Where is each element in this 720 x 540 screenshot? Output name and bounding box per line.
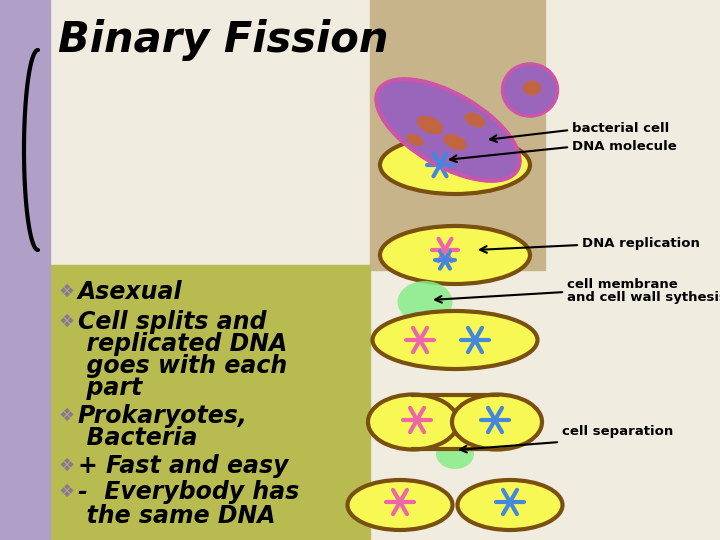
Ellipse shape xyxy=(407,134,423,146)
Text: Binary Fission: Binary Fission xyxy=(58,19,389,61)
Ellipse shape xyxy=(380,226,530,284)
Ellipse shape xyxy=(372,311,538,369)
Ellipse shape xyxy=(377,79,520,181)
Text: cell membrane: cell membrane xyxy=(567,278,678,291)
Bar xyxy=(0,0,50,540)
Text: bacterial cell: bacterial cell xyxy=(572,123,670,136)
Text: Cell splits and: Cell splits and xyxy=(78,310,266,334)
Circle shape xyxy=(443,258,448,262)
Circle shape xyxy=(413,416,420,423)
Circle shape xyxy=(472,336,479,343)
Circle shape xyxy=(397,498,403,505)
Ellipse shape xyxy=(348,480,452,530)
Ellipse shape xyxy=(417,116,443,134)
Ellipse shape xyxy=(452,395,542,449)
Text: the same DNA: the same DNA xyxy=(70,504,276,528)
Circle shape xyxy=(492,416,498,423)
Ellipse shape xyxy=(368,395,458,449)
Text: -  Everybody has: - Everybody has xyxy=(78,480,300,504)
Text: Asexual: Asexual xyxy=(78,280,183,304)
Ellipse shape xyxy=(457,480,562,530)
Text: Prokaryotes,: Prokaryotes, xyxy=(78,404,248,428)
Circle shape xyxy=(442,247,449,253)
Text: ❖: ❖ xyxy=(58,457,74,475)
Ellipse shape xyxy=(436,439,474,469)
Text: goes with each: goes with each xyxy=(70,354,287,378)
Circle shape xyxy=(416,336,423,343)
Text: ❖: ❖ xyxy=(58,407,74,425)
Circle shape xyxy=(437,162,444,168)
Ellipse shape xyxy=(444,134,467,150)
Ellipse shape xyxy=(380,136,530,194)
Text: and cell wall sythesis: and cell wall sythesis xyxy=(567,292,720,305)
Bar xyxy=(413,395,497,449)
Text: cell separation: cell separation xyxy=(562,424,673,437)
Text: DNA replication: DNA replication xyxy=(582,238,700,251)
Text: part: part xyxy=(70,376,143,400)
Ellipse shape xyxy=(464,112,485,127)
Text: ❖: ❖ xyxy=(58,313,74,331)
Text: replicated DNA: replicated DNA xyxy=(70,332,287,356)
Text: + Fast and easy: + Fast and easy xyxy=(78,454,289,478)
Text: DNA molecule: DNA molecule xyxy=(572,139,677,152)
Ellipse shape xyxy=(503,64,557,116)
Text: ❖: ❖ xyxy=(58,283,74,301)
Ellipse shape xyxy=(397,281,452,323)
Bar xyxy=(50,265,370,540)
Ellipse shape xyxy=(523,80,541,96)
Circle shape xyxy=(506,498,513,505)
Text: ❖: ❖ xyxy=(58,483,74,501)
Bar xyxy=(370,0,545,270)
Text: Bacteria: Bacteria xyxy=(70,426,197,450)
